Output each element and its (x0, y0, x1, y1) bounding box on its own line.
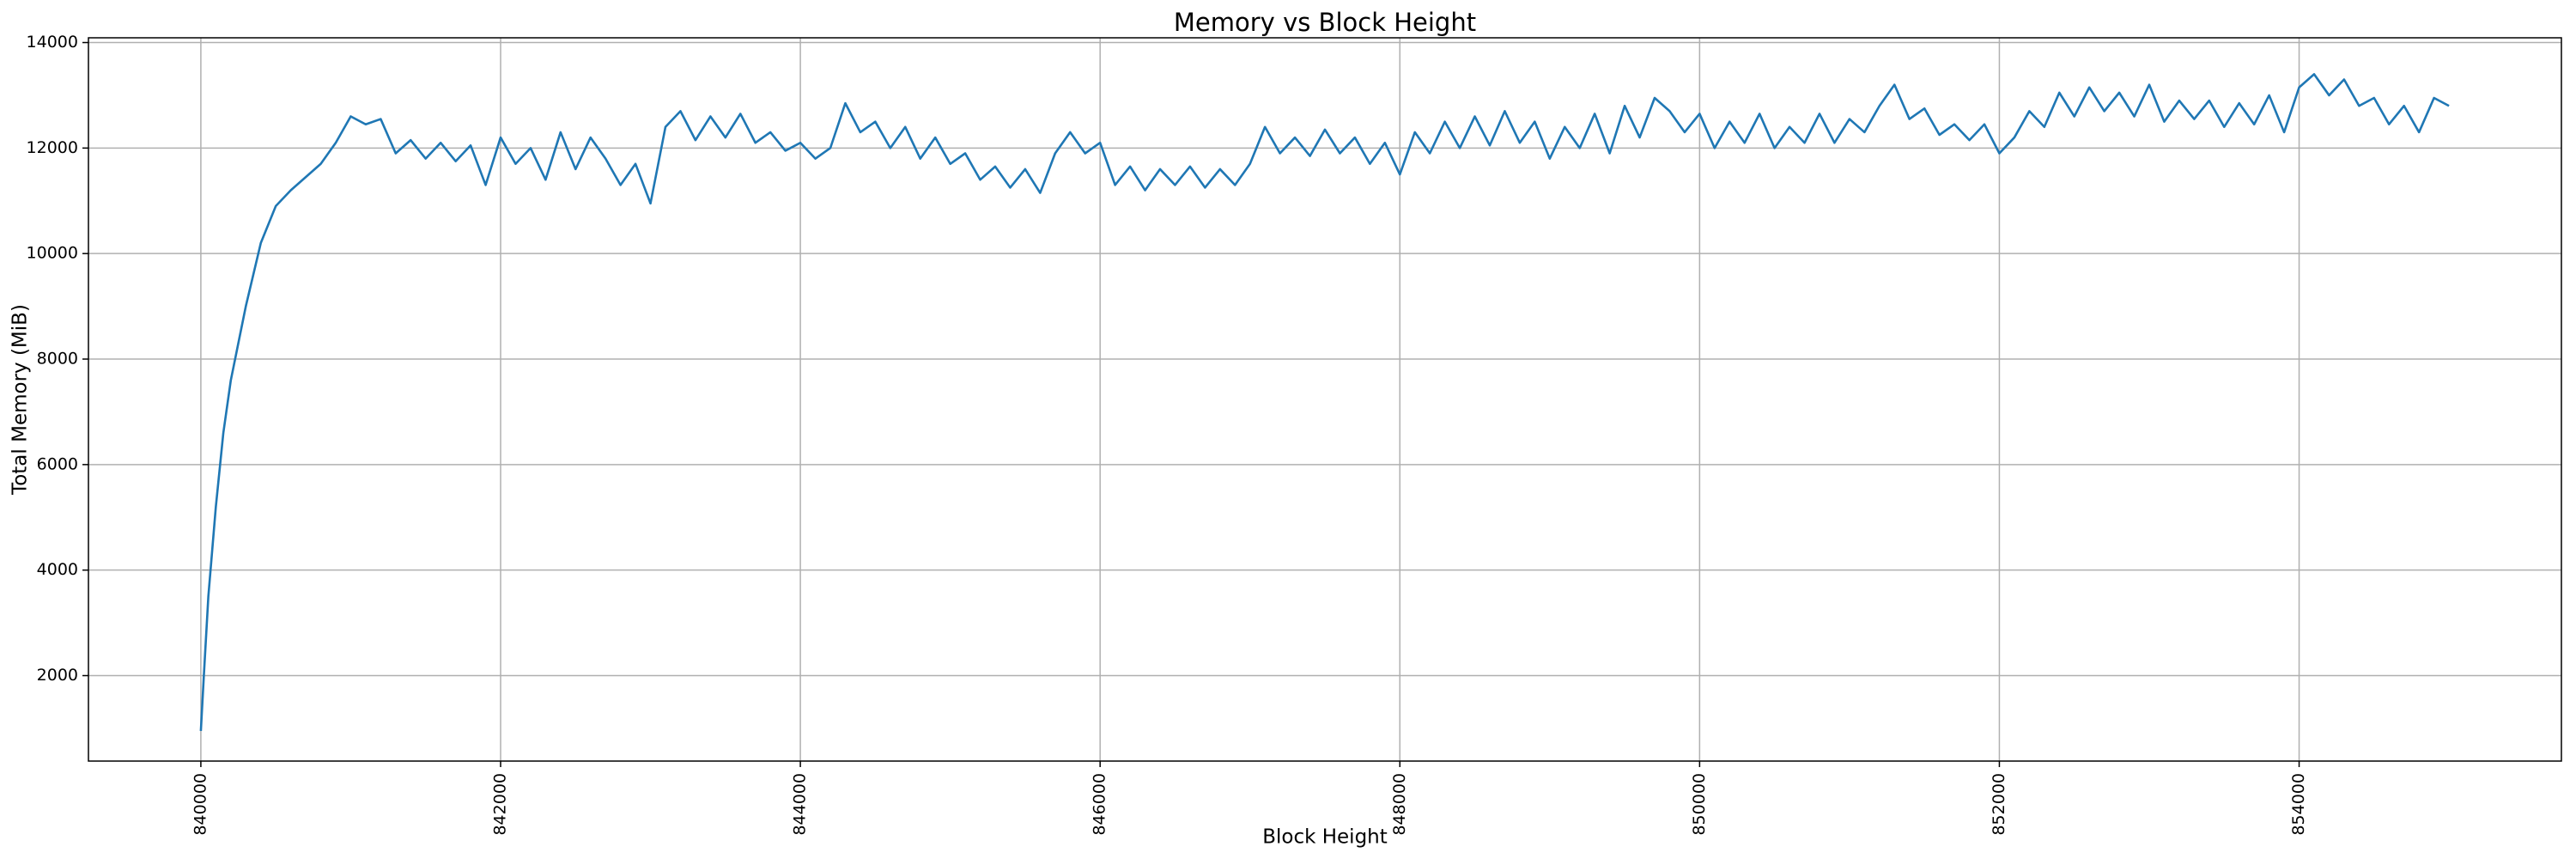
y-tick-label: 4000 (37, 560, 78, 579)
y-tick-label: 2000 (37, 666, 78, 685)
x-tick-label: 840000 (191, 773, 210, 836)
chart-title: Memory vs Block Height (1174, 8, 1476, 37)
y-tick-label: 12000 (27, 138, 78, 157)
y-tick-label: 8000 (37, 350, 78, 369)
x-tick-label: 850000 (1690, 773, 1709, 836)
y-tick-label: 10000 (27, 244, 78, 263)
x-tick-label: 854000 (2289, 773, 2308, 836)
plot-frame (88, 37, 2562, 762)
x-axis-label: Block Height (1262, 826, 1388, 849)
line (199, 73, 2450, 732)
y-axis-label: Total Memory (MiB) (9, 304, 32, 496)
y-tick-label: 6000 (37, 454, 78, 473)
x-tick-label: 848000 (1390, 773, 1409, 836)
x-tick-label: 844000 (791, 773, 810, 836)
x-tick-label: 846000 (1091, 773, 1109, 836)
x-tick-label: 842000 (491, 773, 510, 836)
y-tick-label: 14000 (27, 33, 78, 52)
x-tick-label: 852000 (1990, 773, 2008, 836)
